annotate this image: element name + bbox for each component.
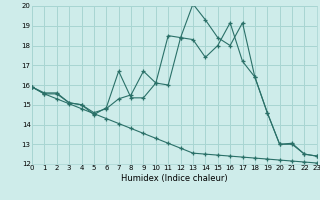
- X-axis label: Humidex (Indice chaleur): Humidex (Indice chaleur): [121, 174, 228, 183]
